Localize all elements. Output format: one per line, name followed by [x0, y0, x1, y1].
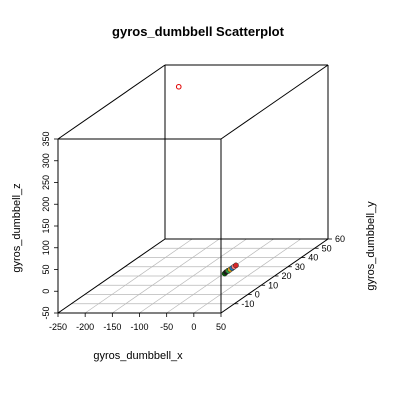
z-tick-label: 250: [41, 175, 51, 190]
y-tick-label: 20: [282, 271, 292, 281]
z-tick-label: -50: [41, 306, 51, 319]
x-tick-label: -50: [160, 322, 173, 332]
x-tick-label: -150: [103, 322, 121, 332]
chart-title: gyros_dumbbell Scatterplot: [112, 24, 285, 39]
z-tick-label: 300: [41, 153, 51, 168]
z-tick-label: 100: [41, 240, 51, 255]
y-tick-label: -10: [241, 299, 254, 309]
floor-grid: [57, 238, 329, 314]
z-axis-title: gyros_dumbbell_z: [11, 183, 23, 272]
data-point: [233, 262, 239, 269]
z-tick-label: 0: [41, 289, 51, 294]
y-tick-label: 60: [335, 234, 345, 244]
z-tick-label: 350: [41, 131, 51, 146]
y-tick-label: 30: [295, 262, 305, 272]
z-axis: -50 0 50 100 150 200 250 300 350: [41, 131, 58, 320]
z-tick-label: 200: [41, 197, 51, 212]
box-edge: [57, 64, 166, 140]
x-tick-label: -200: [76, 322, 94, 332]
z-tick-label: 50: [41, 264, 51, 274]
x-tick-label: 0: [191, 322, 196, 332]
y-axis-title: gyros_dumbbell_y: [365, 201, 377, 291]
x-tick-label: 50: [216, 322, 226, 332]
data-point: [175, 83, 182, 90]
x-tick-label: -250: [49, 322, 67, 332]
x-axis-title: gyros_dumbbell_x: [93, 350, 183, 362]
y-tick-label: 10: [268, 280, 278, 290]
data-points: [175, 83, 239, 277]
y-tick-label: 40: [308, 253, 318, 263]
y-tick-label: 0: [255, 290, 260, 300]
box-edge: [57, 238, 166, 314]
z-tick-label: 150: [41, 218, 51, 233]
box-edge: [220, 64, 329, 140]
x-tick-label: -100: [130, 322, 148, 332]
y-tick-label: 50: [322, 243, 332, 253]
x-axis: -250 -200 -150 -100 -50 0 50: [49, 313, 226, 332]
